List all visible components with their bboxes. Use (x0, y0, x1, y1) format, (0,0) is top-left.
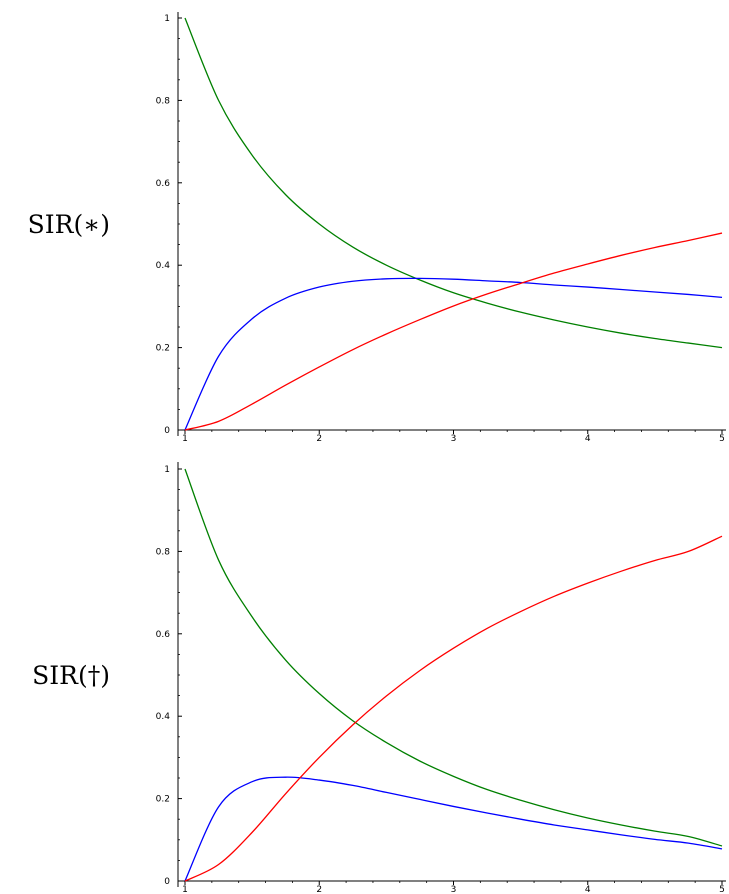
y-tick-label: 0.2 (156, 344, 170, 354)
x-tick-label: 4 (585, 434, 591, 444)
y-tick-label: 0.8 (156, 547, 171, 557)
series-line-3 (184, 232, 723, 431)
y-tick-label: 1 (164, 14, 170, 24)
x-tick-label: 1 (182, 885, 188, 894)
panel-label-bottom: SIR(†) (32, 661, 110, 690)
x-tick-label: 3 (451, 885, 457, 894)
y-tick-label: 1 (164, 465, 170, 475)
y-tick-label: 0.6 (156, 630, 171, 640)
y-tick-label: 0.4 (156, 712, 171, 722)
series-line-1 (184, 17, 723, 349)
series-line-3 (184, 535, 723, 882)
series-line-2 (184, 277, 723, 431)
y-tick-label: 0 (164, 426, 170, 436)
y-tick-label: 0 (164, 877, 170, 887)
x-tick-label: 3 (451, 434, 457, 444)
y-tick-label: 0.2 (156, 795, 170, 805)
panel-label-top: SIR(∗) (27, 210, 110, 239)
x-tick-label: 5 (719, 434, 725, 444)
series-line-2 (184, 776, 723, 882)
y-tick-label: 0.4 (156, 261, 171, 271)
x-tick-label: 2 (316, 434, 322, 444)
y-tick-label: 0.6 (156, 179, 171, 189)
x-tick-label: 1 (182, 434, 188, 444)
x-tick-label: 5 (719, 885, 725, 894)
x-tick-label: 2 (316, 885, 322, 894)
y-tick-label: 0.8 (156, 96, 171, 106)
x-tick-label: 4 (585, 885, 591, 894)
series-line-1 (184, 468, 723, 847)
